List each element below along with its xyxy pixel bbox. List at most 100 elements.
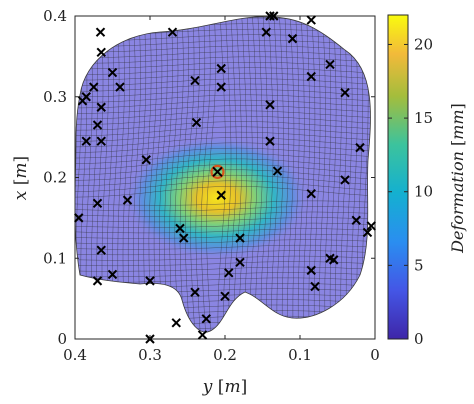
sensor-point [261, 27, 271, 37]
sensor-point [306, 188, 316, 199]
sensor-point [107, 269, 118, 280]
sensor-point [287, 33, 298, 44]
mesh-line [345, 16, 353, 333]
y-tick-label: 0.1 [43, 249, 67, 267]
sensor-point [96, 245, 106, 255]
mesh-line [75, 115, 371, 125]
mesh-line [75, 45, 371, 53]
mesh-line [292, 16, 300, 333]
mesh-line [75, 261, 371, 267]
mesh-line [75, 126, 371, 136]
sensor-point [190, 75, 200, 86]
mesh-line [281, 16, 289, 333]
mesh-line [75, 99, 371, 109]
mesh-line [75, 164, 371, 176]
sensor-point [216, 190, 226, 200]
y-axis-title: x [m] [11, 156, 31, 200]
y-tick-label: 0.2 [43, 169, 67, 187]
mesh-line [335, 16, 342, 333]
sensor-point [96, 136, 106, 146]
sensor-point [265, 11, 275, 21]
colorbar-title: Deformation [mm] [448, 103, 467, 254]
sensor-point [340, 88, 350, 98]
mesh-line [217, 16, 226, 333]
mesh-line [329, 16, 337, 333]
sensor-point [74, 213, 84, 223]
sensor-point [272, 166, 283, 176]
sensor-point [355, 142, 365, 153]
mesh-line [378, 10, 384, 340]
mesh-line [75, 131, 371, 142]
mesh-line [75, 250, 371, 256]
mesh-line [351, 16, 358, 333]
mesh-line [75, 180, 371, 192]
sensor-point [81, 136, 91, 146]
x-axis-title: y [m] [202, 377, 247, 397]
sensor-point [224, 268, 234, 278]
x-tick-label: 0 [370, 346, 380, 364]
mesh-line [75, 228, 371, 234]
sensor-point [92, 120, 103, 130]
sensor-point [191, 117, 202, 128]
mesh-line [228, 16, 237, 333]
mesh-line [271, 16, 279, 333]
mesh-line [340, 16, 347, 333]
mesh-line [249, 16, 258, 333]
mesh-line [75, 51, 371, 58]
x-axis-ticks: 0.4 0.3 0.2 0.1 0 [63, 16, 380, 364]
mesh-line [75, 211, 371, 217]
mesh-line [185, 16, 195, 333]
mesh-line [179, 16, 189, 333]
sensor-point [362, 227, 373, 238]
mesh-line [75, 105, 371, 114]
mesh-line [75, 56, 371, 64]
mesh-line [75, 233, 371, 239]
mesh-line [70, 7, 376, 13]
x-tick-label: 0.3 [138, 346, 162, 364]
mesh-line [260, 16, 269, 333]
mesh-line [223, 16, 232, 333]
colorbar [387, 14, 409, 340]
mesh-line [75, 186, 371, 198]
mesh-line [233, 16, 242, 333]
mesh-line [75, 239, 371, 245]
x-tick-label: 0.2 [213, 346, 237, 364]
sensor-point [96, 102, 106, 112]
mesh-line [75, 217, 371, 223]
sensor-point [175, 223, 185, 234]
sensor-point [235, 257, 245, 267]
mesh-line [297, 16, 305, 333]
mesh-line [319, 16, 326, 333]
colorbar-tick-label: 20 [414, 35, 433, 53]
sensor-point [310, 281, 320, 292]
sensor-point [235, 233, 245, 243]
sensor-point [216, 82, 226, 92]
mesh-line [265, 16, 274, 333]
sensor-point [197, 330, 208, 340]
sensor-point [145, 276, 155, 286]
colorbar-tick-label: 15 [414, 109, 433, 127]
sensor-point [171, 318, 181, 328]
sensor-point [366, 221, 376, 231]
mesh-line [75, 153, 371, 164]
mesh-line [276, 16, 284, 333]
sensor-point [107, 67, 118, 78]
sensor-point [81, 92, 91, 102]
colorbar-tick-label: 10 [414, 183, 433, 201]
mesh-line [169, 16, 179, 333]
mesh-line [75, 62, 371, 70]
mesh-line [75, 121, 371, 131]
sensor-point [89, 82, 99, 92]
y-tick-label: 0.4 [43, 7, 67, 25]
sensor-point [306, 265, 316, 276]
colorbar-tick-label: 0 [414, 330, 424, 348]
sensor-point [115, 82, 125, 92]
mesh-line [75, 200, 371, 206]
sensor-point [220, 291, 230, 301]
mesh-line [239, 16, 248, 333]
mesh-line [287, 16, 295, 333]
sensor-point [95, 27, 106, 37]
colorbar-tick-label: 5 [414, 256, 424, 274]
deformation-hotspot [125, 136, 309, 260]
